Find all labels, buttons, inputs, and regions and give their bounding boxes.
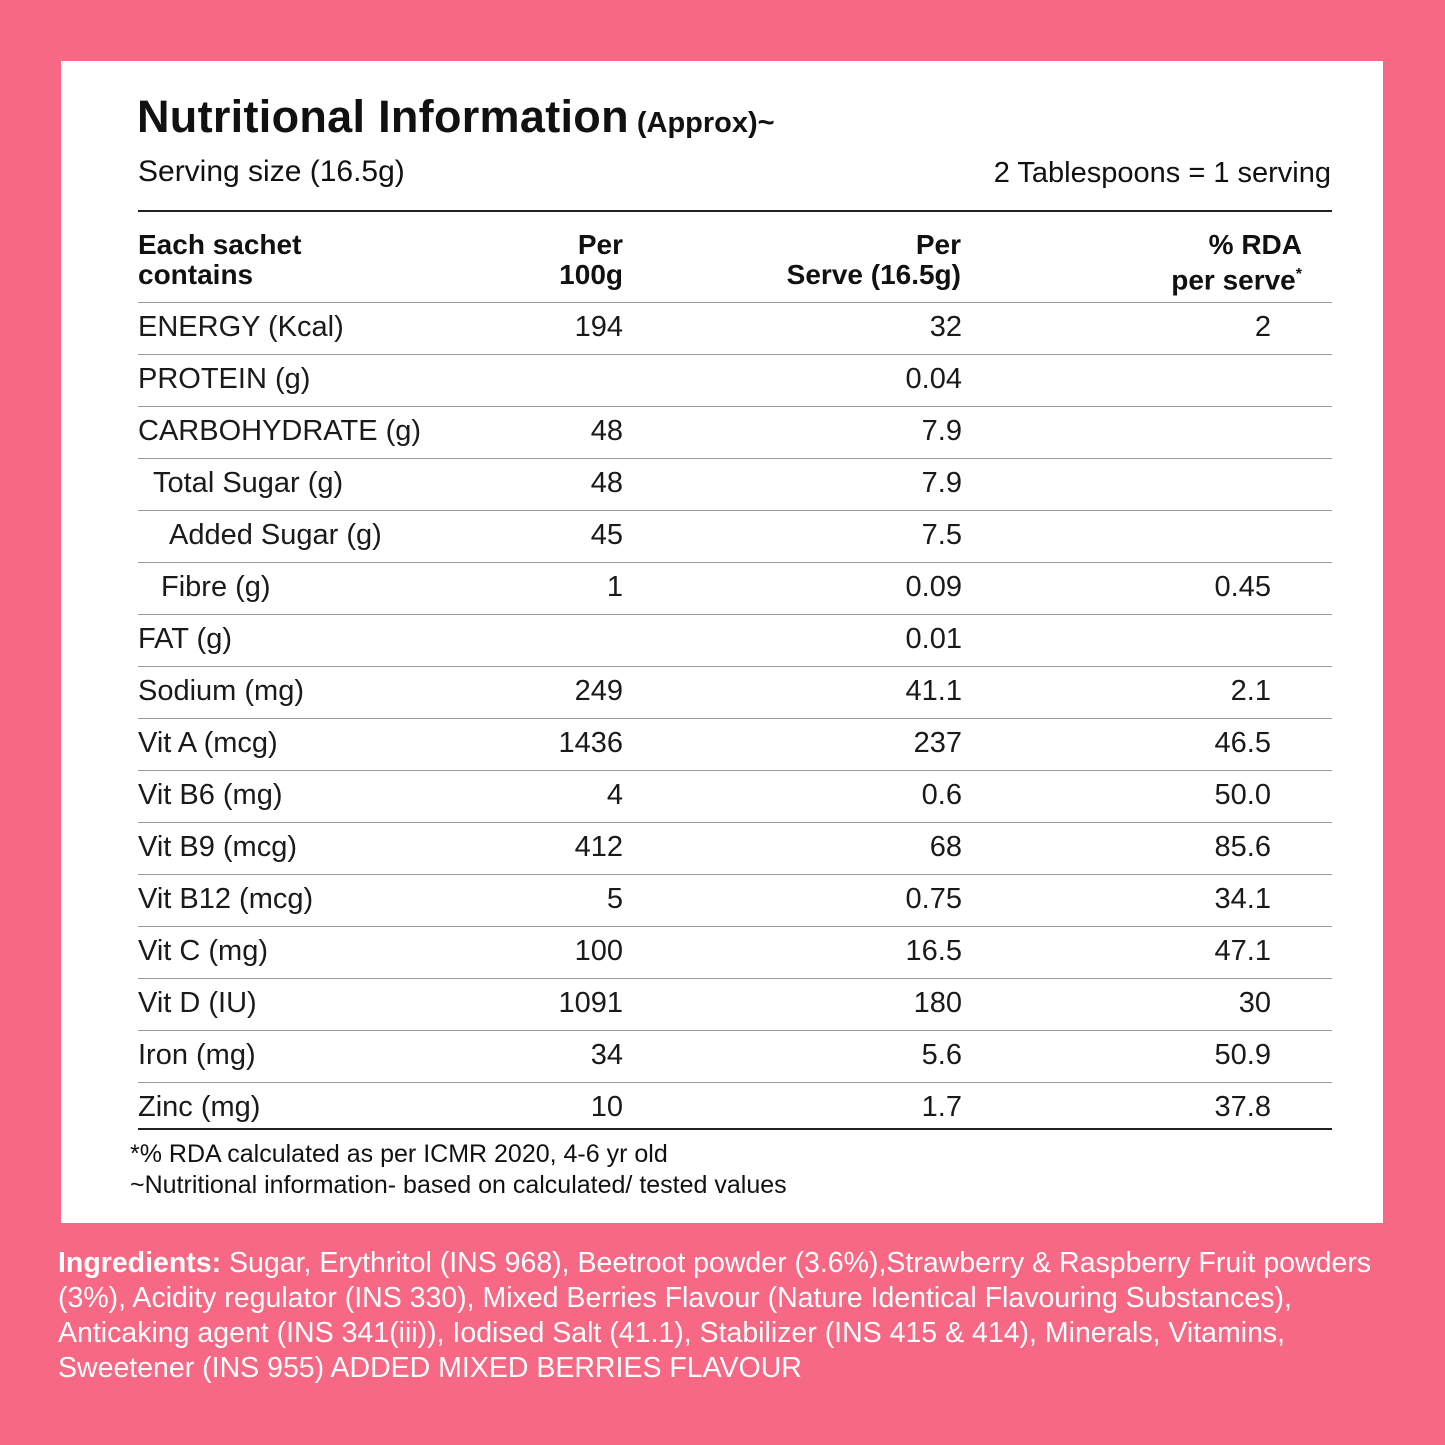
value-per-100g: 48 — [590, 415, 623, 447]
value-per-100g: 34 — [590, 1039, 623, 1071]
table-bottom-rule — [138, 1128, 1332, 1130]
value-per-serve: 68 — [929, 831, 962, 863]
table-row: Sodium (mg) 249 41.1 2.1 — [138, 667, 1332, 719]
value-per-100g: 48 — [590, 467, 623, 499]
serving-note: 2 Tablespoons = 1 serving — [993, 157, 1331, 189]
value-rda: 0.45 — [1214, 571, 1271, 603]
table-row: ENERGY (Kcal) 194 32 2 — [138, 303, 1332, 355]
table-row: CARBOHYDRATE (g) 48 7.9 — [138, 407, 1332, 459]
value-per-serve: 0.09 — [905, 571, 962, 603]
table-top-rule — [138, 210, 1332, 212]
value-per-serve: 16.5 — [905, 935, 962, 967]
table-row: Vit B9 (mcg) 412 68 85.6 — [138, 823, 1332, 875]
table-row: Vit B6 (mg) 4 0.6 50.0 — [138, 771, 1332, 823]
table-row: Total Sugar (g) 48 7.9 — [138, 459, 1332, 511]
value-per-serve: 41.1 — [905, 675, 962, 707]
value-per-serve: 7.9 — [921, 467, 962, 499]
nutrient-name: PROTEIN (g) — [138, 363, 311, 395]
value-per-100g: 45 — [590, 519, 623, 551]
table-row: FAT (g) 0.01 — [138, 615, 1332, 667]
value-per-100g: 4 — [606, 779, 623, 811]
value-per-serve: 0.01 — [905, 623, 962, 655]
value-rda: 46.5 — [1214, 727, 1271, 759]
ingredients: Ingredients: Sugar, Erythritol (INS 968)… — [58, 1246, 1388, 1386]
nutrient-name: CARBOHYDRATE (g) — [138, 415, 422, 447]
value-per-serve: 32 — [929, 311, 962, 343]
nutrient-name: Iron (mg) — [138, 1039, 256, 1071]
value-per-100g: 412 — [574, 831, 623, 863]
nutrition-table: Each sachet contains Per 100g Per Serve (16… — [138, 212, 1332, 1134]
header-per-serve: Per Serve (16.5g) — [786, 229, 961, 290]
table-row: Added Sugar (g) 45 7.5 — [138, 511, 1332, 563]
footnotes: *% RDA calculated as per ICMR 2020, 4-6 … — [130, 1139, 787, 1201]
value-rda: 30 — [1238, 987, 1271, 1019]
value-rda: 2.1 — [1230, 675, 1271, 707]
value-per-serve: 0.75 — [905, 883, 962, 915]
serving-size: Serving size (16.5g) — [138, 155, 405, 188]
table-body: ENERGY (Kcal) 194 32 2 PROTEIN (g) 0.04 CARBOH… — [138, 303, 1332, 1134]
value-rda: 50.0 — [1214, 779, 1271, 811]
value-per-serve: 180 — [913, 987, 962, 1019]
value-rda: 2 — [1254, 311, 1271, 343]
ingredients-text: Sugar, Erythritol (INS 968), Beetroot po… — [58, 1247, 1372, 1384]
page-title: Nutritional Information (Approx)~ — [137, 91, 775, 143]
value-per-100g: 249 — [574, 675, 623, 707]
value-rda: 37.8 — [1214, 1091, 1271, 1123]
nutrient-name: Total Sugar (g) — [153, 467, 344, 499]
value-per-100g: 1 — [606, 571, 623, 603]
table-row: Iron (mg) 34 5.6 50.9 — [138, 1031, 1332, 1083]
value-per-100g: 1091 — [558, 987, 623, 1019]
value-per-serve: 1.7 — [921, 1091, 962, 1123]
table-row: Vit D (IU) 1091 180 30 — [138, 979, 1332, 1031]
table-row: Vit B12 (mcg) 5 0.75 34.1 — [138, 875, 1332, 927]
value-per-serve: 7.5 — [921, 519, 962, 551]
value-rda: 34.1 — [1214, 883, 1271, 915]
value-per-100g: 194 — [574, 311, 623, 343]
nutrient-name: Vit B6 (mg) — [138, 779, 283, 811]
nutrient-name: Vit B9 (mcg) — [138, 831, 298, 863]
ingredients-label: Ingredients: — [58, 1247, 222, 1279]
nutrient-name: ENERGY (Kcal) — [138, 311, 344, 343]
table-row: Vit A (mcg) 1436 237 46.5 — [138, 719, 1332, 771]
table-row: PROTEIN (g) 0.04 — [138, 355, 1332, 407]
nutrient-name: FAT (g) — [138, 623, 232, 655]
table-row: Fibre (g) 1 0.09 0.45 — [138, 563, 1332, 615]
nutrient-name: Zinc (mg) — [138, 1091, 261, 1123]
footnote-nutrition: ~Nutritional information- based on calcu… — [130, 1171, 787, 1199]
nutrient-name: Vit A (mcg) — [138, 727, 278, 759]
table-row: Zinc (mg) 10 1.7 37.8 — [138, 1083, 1332, 1134]
nutrition-panel: Nutritional Information (Approx)~ Serving… — [61, 61, 1383, 1223]
header-rda: % RDA per serve* — [1171, 229, 1302, 296]
value-per-100g: 5 — [606, 883, 623, 915]
footnote-rda: *% RDA calculated as per ICMR 2020, 4-6 … — [130, 1140, 668, 1168]
value-rda: 50.9 — [1214, 1039, 1271, 1071]
nutrient-name: Vit B12 (mcg) — [138, 883, 314, 915]
value-rda: 85.6 — [1214, 831, 1271, 863]
value-per-100g: 1436 — [558, 727, 623, 759]
nutrient-name: Vit C (mg) — [138, 935, 268, 967]
nutrient-name: Added Sugar (g) — [169, 519, 382, 551]
value-per-serve: 5.6 — [921, 1039, 962, 1071]
value-per-100g: 100 — [574, 935, 623, 967]
value-per-serve: 0.04 — [905, 363, 962, 395]
value-per-serve: 7.9 — [921, 415, 962, 447]
header-per-100g: Per 100g — [559, 229, 623, 290]
title-main: Nutritional Information — [137, 91, 629, 142]
value-per-100g: 10 — [590, 1091, 623, 1123]
header-each-sachet: Each sachet contains — [138, 229, 302, 290]
value-rda: 47.1 — [1214, 935, 1271, 967]
table-header: Each sachet contains Per 100g Per Serve (16… — [138, 212, 1332, 303]
value-per-serve: 0.6 — [921, 779, 962, 811]
rda-asterisk: * — [1295, 266, 1302, 283]
nutrient-name: Vit D (IU) — [138, 987, 257, 1019]
title-suffix: (Approx)~ — [636, 107, 775, 139]
table-row: Vit C (mg) 100 16.5 47.1 — [138, 927, 1332, 979]
value-per-serve: 237 — [913, 727, 962, 759]
nutrient-name: Sodium (mg) — [138, 675, 304, 707]
nutrient-name: Fibre (g) — [161, 571, 271, 603]
